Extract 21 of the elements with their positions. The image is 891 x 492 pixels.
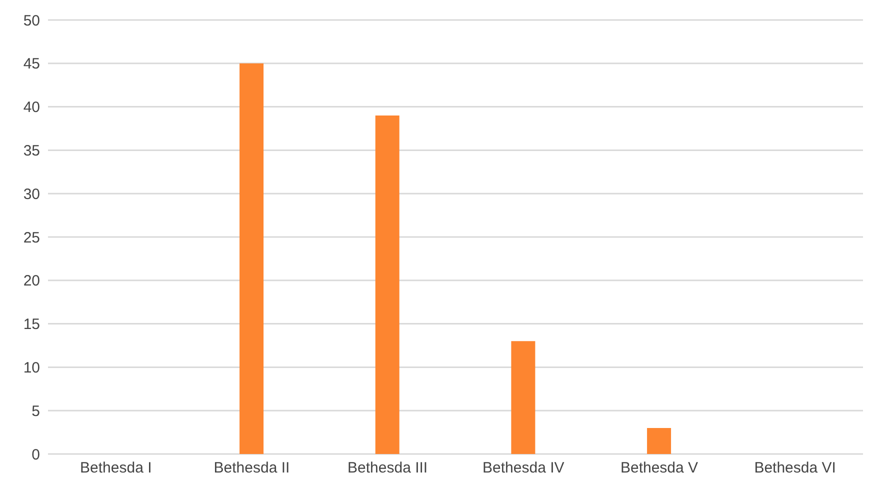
x-tick-label: Bethesda IV <box>482 460 564 477</box>
x-tick-label: Bethesda III <box>348 460 428 477</box>
y-tick-label: 10 <box>23 360 40 377</box>
bar <box>240 63 264 454</box>
y-tick-label: 45 <box>23 56 40 73</box>
x-tick-label: Bethesda I <box>80 460 152 477</box>
bar <box>647 428 672 454</box>
y-tick-label: 15 <box>23 316 40 334</box>
y-tick-label: 35 <box>23 142 40 160</box>
y-tick-label: 50 <box>23 12 40 30</box>
x-tick-label: Bethesda V <box>620 460 698 477</box>
y-tick-label: 30 <box>23 186 40 203</box>
x-tick-label: Bethesda VI <box>754 460 836 477</box>
y-tick-label: 25 <box>23 229 40 246</box>
x-tick-label: Bethesda II <box>214 460 290 477</box>
y-tick-label: 5 <box>32 402 40 420</box>
y-tick-label: 0 <box>32 446 40 464</box>
bar <box>511 341 536 454</box>
bar <box>375 115 400 454</box>
y-tick-label: 20 <box>23 272 40 290</box>
y-tick-label: 40 <box>23 99 40 116</box>
